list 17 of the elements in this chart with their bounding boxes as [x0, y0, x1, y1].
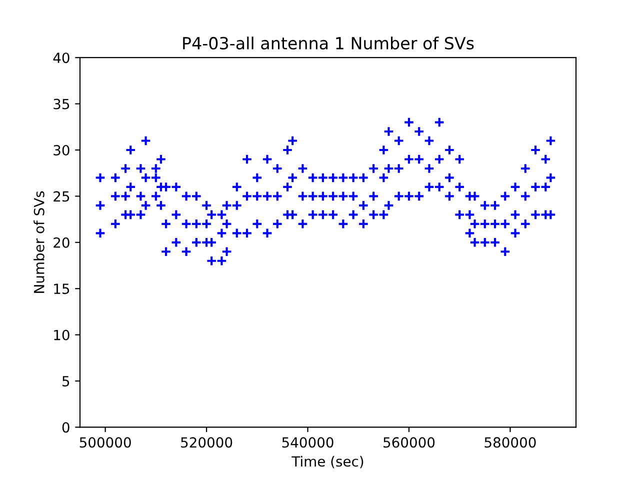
y-tick-label: 5 [62, 376, 70, 386]
chart-title: P4-03-all antenna 1 Number of SVs [183, 36, 474, 50]
x-axis-title: Time (sec) [292, 456, 364, 468]
y-tick-label: 25 [54, 191, 70, 202]
x-tick-label: 540000 [282, 437, 334, 448]
y-tick-label: 0 [62, 422, 70, 433]
x-tick-label: 560000 [384, 437, 435, 448]
y-tick-label: 35 [54, 98, 70, 110]
y-axis-title: Number of SVs [34, 191, 44, 293]
x-tick-label: 520000 [181, 437, 232, 448]
x-tick-label: 500000 [80, 437, 131, 448]
y-tick-label: 20 [54, 237, 70, 248]
y-tick-label: 30 [54, 144, 70, 156]
y-tick-label: 15 [54, 284, 70, 294]
y-tick-label: 40 [53, 52, 70, 64]
x-tick-label: 580000 [484, 437, 536, 448]
y-tick-label: 10 [54, 330, 70, 340]
